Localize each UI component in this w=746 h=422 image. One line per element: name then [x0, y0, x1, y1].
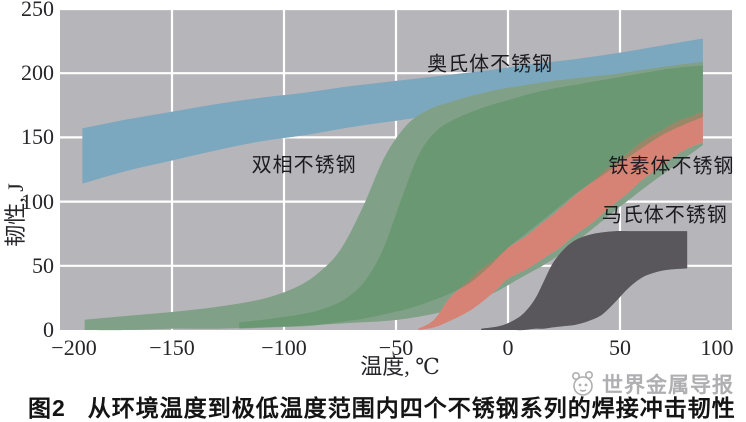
band-label-ferritic: 铁素体不锈钢	[608, 155, 735, 178]
figure-caption: 图2 从环境温度到极低温度范围内四个不锈钢系列的焊接冲击韧性	[28, 389, 736, 422]
x-tick-label: −200	[51, 335, 97, 360]
x-tick-label: 50	[609, 335, 631, 360]
y-tick-label: 150	[21, 124, 54, 150]
watermark-text: 世界金属导报	[602, 374, 734, 397]
band-label-martensitic: 马氏体不锈钢	[601, 204, 728, 227]
x-axis-title: 温度, ℃	[360, 354, 440, 379]
x-tick-label: −100	[261, 335, 307, 360]
figure-caption-number: 图2	[28, 395, 66, 421]
watermark: 世界金属导报	[568, 368, 734, 400]
y-tick-label: 200	[21, 60, 54, 86]
band-duplex-outer	[84, 61, 703, 331]
figure-caption-text: 从环境温度到极低温度范围内四个不锈钢系列的焊接冲击韧性	[87, 395, 736, 421]
x-tick-label: 100	[700, 335, 734, 360]
band-martensitic	[481, 231, 688, 331]
panda-logo-icon	[572, 370, 593, 396]
band-ferritic	[418, 111, 703, 330]
y-tick-label: 50	[32, 252, 54, 278]
y-tick-label: 100	[21, 188, 54, 214]
y-tick-label: 0	[43, 317, 54, 342]
x-tick-label: −50	[378, 335, 414, 360]
y-tick-label: 250	[21, 0, 54, 21]
band-label-austenitic: 奥氏体不锈钢	[427, 53, 554, 76]
x-tick-label: −150	[149, 335, 195, 360]
band-duplex-inner	[239, 65, 703, 329]
x-tick-label: 0	[502, 335, 514, 360]
band-austenitic	[82, 38, 703, 184]
band-label-duplex: 双相不锈钢	[251, 154, 357, 177]
